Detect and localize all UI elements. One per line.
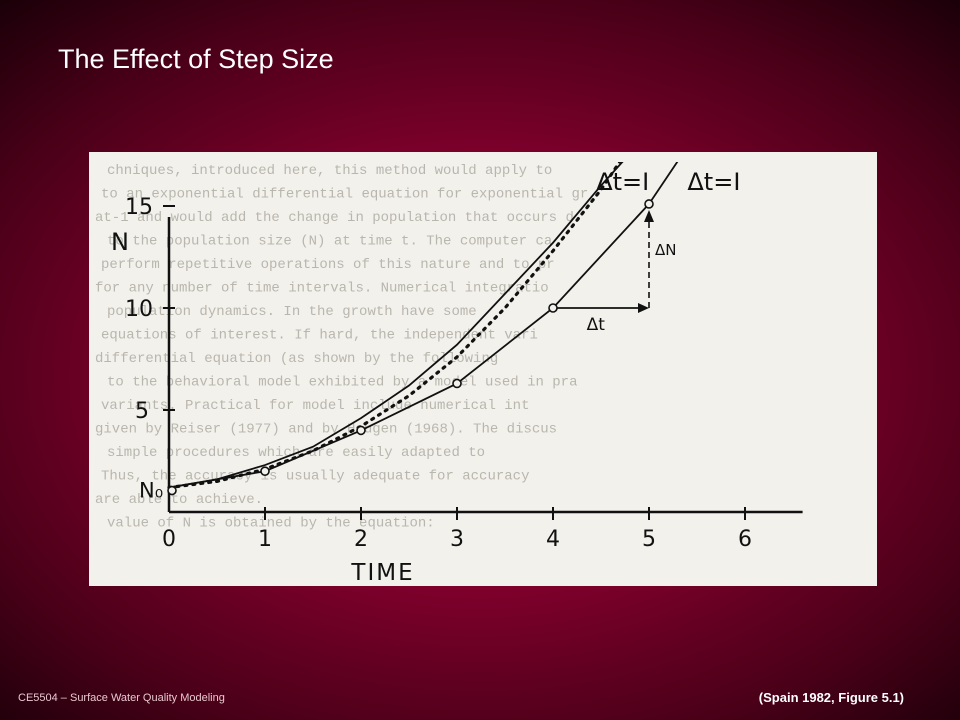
background-text-line: to the population size (N) at time t. Th…	[107, 234, 552, 250]
delta-t-arrowhead	[638, 303, 649, 313]
background-text-line: given by Reiser (1977) and by Haugen (19…	[95, 422, 557, 438]
course-footer: CE5504 – Surface Water Quality Modeling	[18, 692, 225, 704]
slide-title: The Effect of Step Size	[58, 44, 334, 74]
y-tick-label: 10	[125, 297, 153, 322]
y-tick-label: 15	[125, 195, 153, 220]
background-text-line: perform repetitive operations of this na…	[101, 257, 555, 273]
x-tick-label: 5	[642, 527, 656, 552]
background-text-line: are able to achieve.	[95, 492, 263, 508]
background-text-line: at-1 and would add the change in populat…	[95, 210, 574, 226]
data-point-marker	[356, 425, 366, 436]
x-tick-label: 0	[162, 527, 176, 552]
x-tick-label: 4	[546, 527, 560, 552]
data-point-marker	[452, 378, 462, 389]
background-text-line: value of N is obtained by the equation:	[107, 516, 435, 532]
delta-n-arrowhead	[644, 209, 654, 222]
y-axis-label: N	[111, 228, 129, 256]
dt-label-euler: Δt=I	[687, 168, 740, 196]
data-point-marker	[260, 466, 270, 477]
background-text-line: variants. Practical for model include nu…	[101, 398, 529, 414]
dt-label-dotted: Δt=I	[596, 168, 649, 196]
figure-citation: (Spain 1982, Figure 5.1)	[758, 690, 904, 705]
series-line-1	[168, 162, 624, 489]
background-text-line: equations of interest. If hard, the inde…	[101, 328, 538, 344]
y-tick-label: 5	[135, 399, 149, 424]
background-text-line: to the behavioral model exhibited by a m…	[107, 375, 577, 391]
data-point-marker	[644, 199, 654, 209]
step-size-chart: chniques, introduced here, this method w…	[95, 162, 803, 586]
scanned-figure: chniques, introduced here, this method w…	[89, 152, 877, 586]
x-axis-label: TIME	[350, 560, 414, 586]
background-text-line: Thus, the accuracy is usually adequate f…	[101, 469, 529, 485]
delta-n-label: ΔN	[655, 241, 676, 259]
data-point-marker	[548, 303, 558, 313]
background-text-line: population dynamics. In the growth have …	[107, 304, 477, 320]
origin-marker	[167, 485, 177, 496]
background-text-line: differential equation (as shown by the f…	[95, 351, 498, 367]
x-tick-label: 6	[738, 527, 752, 552]
x-tick-label: 3	[450, 527, 464, 552]
x-tick-label: 2	[354, 527, 368, 552]
background-text-line: to an exponential differential equation …	[101, 187, 588, 203]
n-zero-label: N₀	[139, 479, 163, 503]
background-text-line: for any number of time intervals. Numeri…	[95, 281, 549, 297]
background-text-line: chniques, introduced here, this method w…	[107, 163, 552, 179]
x-tick-label: 1	[258, 527, 272, 552]
delta-t-label: Δt	[587, 315, 606, 335]
